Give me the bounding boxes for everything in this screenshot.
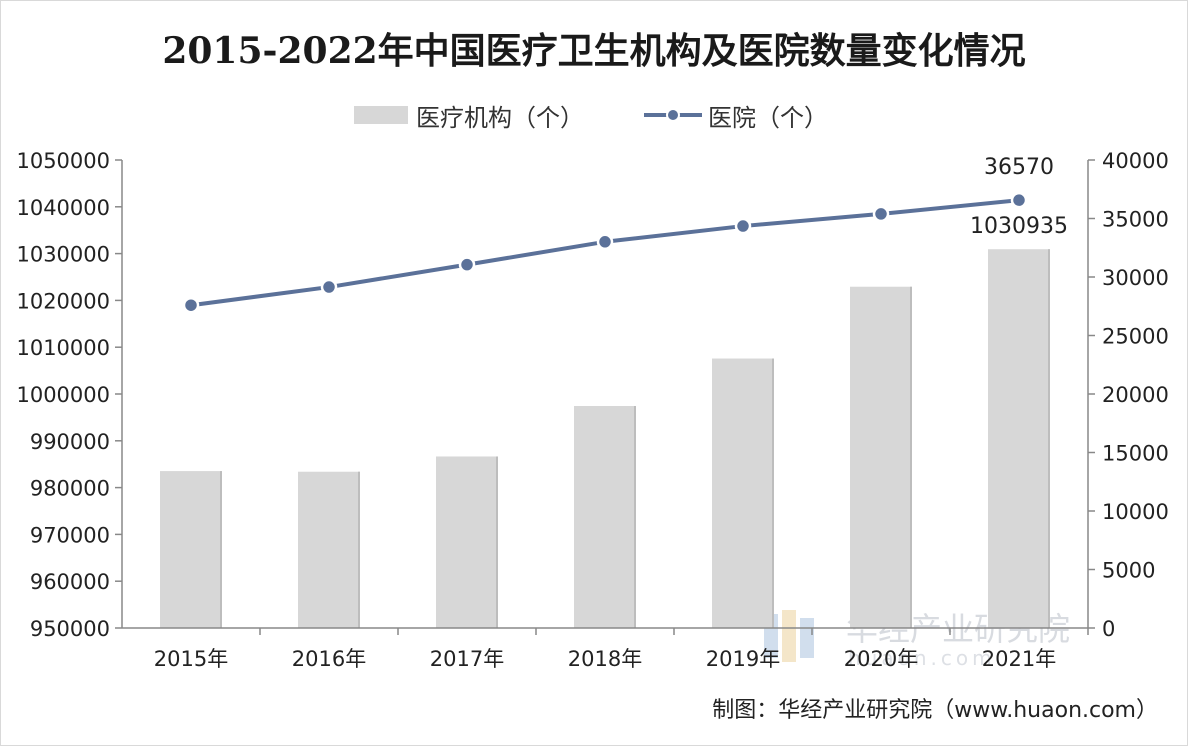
- bar-shadow-6: [1048, 249, 1050, 629]
- source-note: 制图：华经产业研究院（www.huaon.com）: [712, 698, 1158, 723]
- y-right-tick-label-2: 30000: [1102, 266, 1169, 290]
- y-left-tick-label-6: 990000: [30, 430, 110, 454]
- y-left-tick-label-4: 1010000: [16, 336, 110, 360]
- y-left-tick-label-9: 960000: [30, 570, 110, 594]
- line-layer: [182, 191, 1028, 314]
- y-right-tick-label-4: 20000: [1102, 383, 1169, 407]
- labels-layer: 36570 1030935: [970, 155, 1068, 239]
- y-right-tick-label-5: 15000: [1102, 442, 1169, 466]
- x-tick-label-0: 2015年: [154, 647, 228, 671]
- legend-bar-label: 医疗机构（个）: [416, 103, 584, 132]
- y-left-tick-label-10: 950000: [30, 617, 110, 641]
- x-tick-label-2: 2017年: [430, 647, 504, 671]
- legend-item-bar: 医疗机构（个）: [354, 98, 584, 132]
- legend-bar-swatch: [354, 106, 408, 124]
- bar-4: [712, 358, 774, 628]
- hospital-point-3: [596, 233, 614, 251]
- legend-line-label: 医院（个）: [708, 103, 828, 132]
- bar-shadow-5: [910, 286, 912, 628]
- bar-data-label-last: 1030935: [970, 214, 1068, 239]
- x-tick-label-6: 2021年: [982, 647, 1056, 671]
- hospital-point-5: [872, 205, 890, 223]
- bar-6: [988, 249, 1050, 629]
- bar-shadow-3: [634, 406, 636, 628]
- y-right-tick-label-7: 5000: [1102, 559, 1155, 583]
- y-right-tick-label-0: 40000: [1102, 149, 1169, 173]
- x-tick-label-1: 2016年: [292, 647, 366, 671]
- bar-2: [436, 456, 498, 628]
- chart-title: 2015-2022年中国医疗卫生机构及医院数量变化情况: [162, 30, 1026, 72]
- chart-legend: 医疗机构（个） 医院（个）: [0, 98, 1188, 132]
- legend-line-swatch: [644, 108, 702, 122]
- y-left-tick-label-7: 980000: [30, 477, 110, 501]
- y-right-tick-label-8: 0: [1102, 617, 1115, 641]
- x-tick-label-3: 2018年: [568, 647, 642, 671]
- axes-layer: 1050000 1040000 1030000 1020000 1010000 10000…: [16, 149, 1168, 671]
- watermark-url: huaon.com: [848, 646, 996, 670]
- y-right-tick-label-6: 10000: [1102, 500, 1169, 524]
- bar-shadow-4: [772, 358, 774, 628]
- y-left-tick-label-2: 1030000: [16, 243, 110, 267]
- bars-layer: [160, 249, 1050, 629]
- bar-0: [160, 471, 222, 628]
- bar-1: [298, 471, 360, 628]
- y-right-tick-label-3: 25000: [1102, 325, 1169, 349]
- hospital-point-6: [1010, 191, 1028, 209]
- bar-shadow-2: [496, 456, 498, 628]
- y-left-tick-label-0: 1050000: [16, 149, 110, 173]
- hospital-point-0: [182, 296, 200, 314]
- bar-3: [574, 406, 636, 628]
- x-tick-label-4: 2019年: [706, 647, 780, 671]
- bar-shadow-0: [220, 471, 222, 628]
- y-left-tick-label-1: 1040000: [16, 196, 110, 220]
- y-right-tick-label-1: 35000: [1102, 208, 1169, 232]
- x-tick-label-5: 2020年: [844, 647, 918, 671]
- y-left-tick-label-3: 1020000: [16, 289, 110, 313]
- hospital-point-1: [320, 278, 338, 296]
- hospital-point-4: [734, 217, 752, 235]
- y-left-tick-label-8: 970000: [30, 523, 110, 547]
- bar-5: [850, 286, 912, 628]
- hospital-point-2: [458, 256, 476, 273]
- legend-item-line: 医院（个）: [642, 98, 828, 132]
- bar-shadow-1: [358, 471, 360, 628]
- line-data-label-last: 36570: [984, 155, 1054, 180]
- y-left-tick-label-5: 1000000: [16, 383, 110, 407]
